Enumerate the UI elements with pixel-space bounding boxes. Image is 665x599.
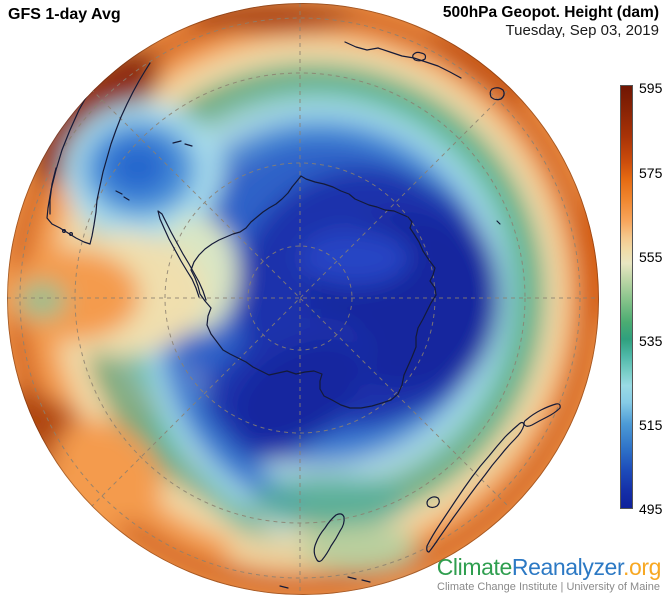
variable-title: 500hPa Geopot. Height (dam)	[442, 4, 659, 21]
graticule	[7, 3, 599, 595]
island-outline	[489, 87, 505, 101]
institute-subtitle: Climate Change Institute | University of…	[437, 581, 660, 593]
island-outline	[313, 513, 345, 563]
island-outline	[496, 220, 501, 225]
logo-part-org: .org	[622, 554, 661, 580]
globe-rim	[7, 3, 599, 595]
colorbar-tick: 515	[639, 417, 663, 433]
island-outline	[426, 496, 440, 509]
antarctica-outline	[190, 175, 437, 409]
patagonia-channel-outline	[49, 167, 57, 215]
colorbar-tick: 535	[639, 333, 663, 349]
island-outline	[61, 229, 66, 234]
logo-part-reanalyzer: Reanalyzer	[511, 554, 623, 580]
climate-reanalyzer-logo[interactable]: ClimateReanalyzer.org	[436, 554, 662, 580]
colorbar	[620, 85, 633, 509]
south-america-outline	[46, 61, 151, 245]
map-field	[7, 3, 599, 595]
island-outline	[172, 140, 193, 147]
island-outline	[115, 190, 130, 201]
coastlines	[46, 41, 561, 589]
colorbar-tick: 595	[639, 80, 663, 96]
colorbar-tick: 495	[639, 501, 663, 517]
new-zealand-north-island-outline	[523, 403, 561, 427]
antarctic-peninsula-outline	[157, 210, 207, 301]
island-outline	[68, 232, 73, 237]
island-outline	[412, 51, 427, 62]
australia-outline	[344, 41, 462, 79]
valid-date: Tuesday, Sep 03, 2019	[505, 22, 659, 39]
header-right: 500hPa Geopot. Height (dam) Tuesday, Sep…	[443, 4, 659, 40]
island-outline	[279, 576, 371, 589]
model-label: GFS 1-day Avg	[8, 6, 121, 23]
colorbar-tick: 555	[639, 249, 663, 265]
new-zealand-south-island-outline	[426, 421, 525, 553]
geoheight-map	[7, 3, 599, 595]
polar-projection-svg	[7, 3, 599, 595]
colorbar-tick: 575	[639, 165, 663, 181]
logo-part-climate: Climate	[436, 554, 513, 580]
